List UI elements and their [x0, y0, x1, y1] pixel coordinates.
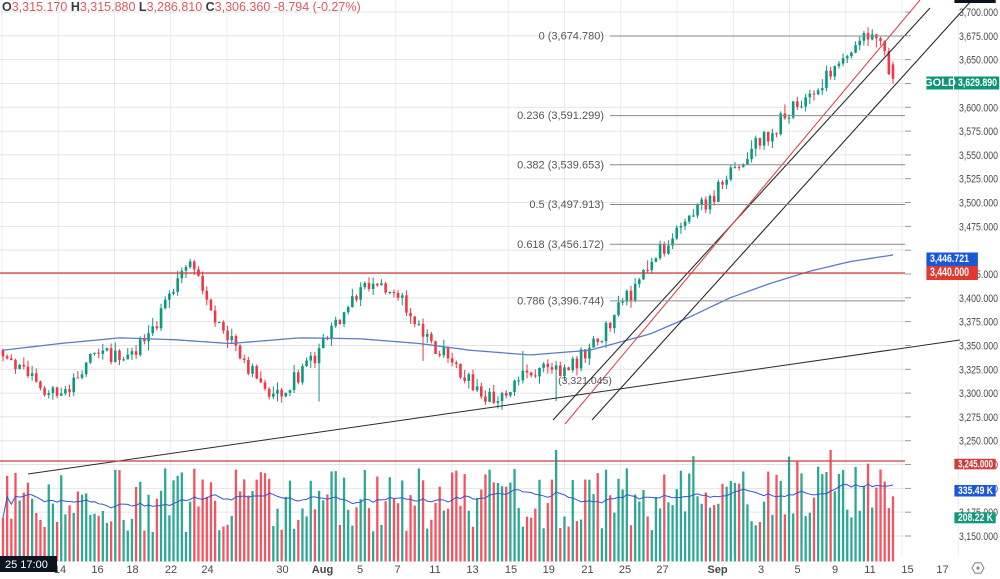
svg-text:15: 15 — [901, 564, 913, 576]
svg-text:22: 22 — [165, 564, 177, 576]
svg-text:15: 15 — [505, 564, 517, 576]
svg-text:3,650.000: 3,650.000 — [959, 55, 998, 67]
svg-text:3,629.890: 3,629.890 — [958, 77, 997, 89]
svg-text:3,325.000: 3,325.000 — [959, 364, 998, 376]
svg-text:0.618 (3,456.172): 0.618 (3,456.172) — [517, 239, 604, 251]
svg-text:3,675.000: 3,675.000 — [959, 31, 998, 43]
svg-text:3,440.000: 3,440.000 — [930, 267, 969, 279]
svg-text:0.786 (3,396.744): 0.786 (3,396.744) — [517, 295, 604, 307]
svg-text:3,446.721: 3,446.721 — [930, 253, 969, 265]
svg-text:3: 3 — [758, 564, 764, 576]
svg-text:5: 5 — [357, 564, 363, 576]
svg-text:335.49 K: 335.49 K — [958, 485, 993, 497]
svg-text:3,700.000: 3,700.000 — [959, 7, 998, 19]
svg-text:3,525.000: 3,525.000 — [959, 174, 998, 186]
svg-text:0.5 (3,497.913): 0.5 (3,497.913) — [529, 199, 604, 211]
svg-text:3,250.000: 3,250.000 — [959, 436, 998, 448]
svg-text:11: 11 — [864, 564, 875, 576]
svg-text:18: 18 — [126, 564, 138, 576]
svg-text:Aug: Aug — [312, 564, 333, 576]
svg-text:O3,315.170 H3,315.880 L3,286: O3,315.170 H3,315.880 L3,286.810 C3,306.… — [2, 0, 361, 14]
svg-text:3,350.000: 3,350.000 — [959, 341, 998, 353]
svg-text:3,575.000: 3,575.000 — [959, 126, 998, 138]
svg-text:24: 24 — [201, 564, 213, 576]
svg-text:27: 27 — [656, 564, 668, 576]
svg-text:7: 7 — [394, 564, 400, 576]
svg-text:208.22 K: 208.22 K — [958, 512, 993, 524]
svg-text:3,500.000: 3,500.000 — [959, 198, 998, 210]
svg-text:30: 30 — [276, 564, 288, 576]
svg-text:3,600.000: 3,600.000 — [959, 102, 998, 114]
svg-text:3,300.000: 3,300.000 — [959, 388, 998, 400]
svg-text:25: 25 — [619, 564, 631, 576]
svg-text:11: 11 — [429, 564, 440, 576]
svg-text:3,245.000: 3,245.000 — [958, 458, 993, 470]
svg-text:GOLD: GOLD — [924, 77, 956, 89]
svg-text:5: 5 — [794, 564, 800, 576]
svg-text:3,550.000: 3,550.000 — [959, 150, 998, 162]
svg-text:16: 16 — [91, 564, 103, 576]
svg-text:17: 17 — [936, 564, 948, 576]
svg-text:9: 9 — [832, 564, 838, 576]
svg-text:0 (3,674.780): 0 (3,674.780) — [539, 31, 604, 43]
svg-text:3,475.000: 3,475.000 — [959, 221, 998, 233]
svg-text:19: 19 — [543, 564, 555, 576]
svg-text:25 17:00: 25 17:00 — [5, 559, 48, 571]
svg-text:3,400.000: 3,400.000 — [959, 293, 998, 305]
svg-text:(3,321.045): (3,321.045) — [558, 375, 612, 387]
svg-text:3,375.000: 3,375.000 — [959, 317, 998, 329]
svg-text:0.236 (3,591.299): 0.236 (3,591.299) — [517, 110, 604, 122]
svg-text:3,275.000: 3,275.000 — [959, 412, 998, 424]
svg-text:3,150.000: 3,150.000 — [959, 531, 998, 543]
svg-text:13: 13 — [466, 564, 478, 576]
svg-text:21: 21 — [581, 564, 593, 576]
svg-text:0.382 (3,539.653): 0.382 (3,539.653) — [517, 159, 604, 171]
svg-text:Sep: Sep — [707, 564, 727, 576]
